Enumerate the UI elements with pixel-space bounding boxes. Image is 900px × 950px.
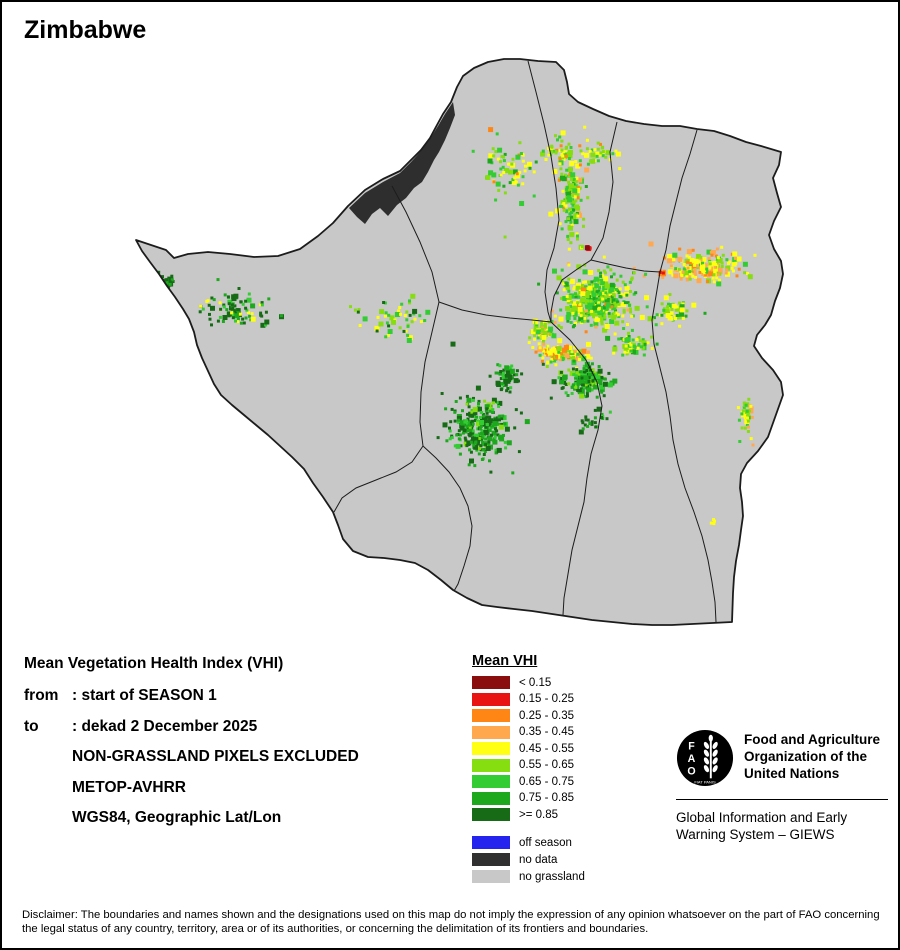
legend-swatch — [472, 853, 510, 866]
legend-row: 0.75 - 0.85 — [472, 791, 642, 805]
legend-swatch — [472, 758, 510, 772]
fao-org-name: Food and Agriculture Organization of the… — [744, 732, 880, 781]
vhi-pixels — [157, 125, 757, 526]
legend-label: no grassland — [519, 870, 585, 883]
legend-label: 0.35 - 0.45 — [519, 726, 574, 738]
map-info-block: Mean Vegetation Health Index (VHI) from:… — [24, 655, 464, 840]
legend-label: off season — [519, 836, 572, 849]
legend-label: < 0.15 — [519, 676, 552, 689]
legend-label: 0.65 - 0.75 — [519, 775, 574, 788]
fao-header: F A O FIAT PANIS Food and Agriculture Organ… — [676, 729, 888, 787]
legend-row: no grassland — [472, 870, 642, 883]
legend-swatch — [472, 791, 510, 805]
info-row: from : start of SEASON 1 — [24, 687, 464, 718]
legend-row: 0.45 - 0.55 — [472, 742, 642, 755]
svg-text:FIAT PANIS: FIAT PANIS — [694, 780, 716, 785]
info-row-label: from — [24, 687, 59, 704]
legend-swatch — [472, 836, 510, 849]
info-row-value: WGS84, Geographic Lat/Lon — [72, 809, 282, 826]
legend-row: 0.15 - 0.25 — [472, 692, 642, 706]
svg-text:A: A — [688, 753, 696, 765]
info-heading: Mean Vegetation Health Index (VHI) — [24, 655, 284, 672]
info-row: WGS84, Geographic Lat/Lon — [24, 809, 464, 840]
legend-row: < 0.15 — [472, 676, 642, 689]
info-row-value: NON-GRASSLAND PIXELS EXCLUDED — [72, 748, 359, 765]
legend-swatch — [472, 870, 510, 883]
fao-attribution: F A O FIAT PANIS Food and Agriculture Organ… — [676, 729, 888, 843]
legend-swatch — [472, 775, 510, 788]
page-title: Zimbabwe — [24, 16, 147, 44]
legend-label: 0.55 - 0.65 — [519, 759, 574, 771]
legend-swatch — [472, 709, 510, 722]
disclaimer-text: Disclaimer: The boundaries and names sho… — [22, 909, 880, 935]
wheat-emblem-icon — [703, 734, 718, 779]
legend-row: 0.35 - 0.45 — [472, 725, 642, 739]
legend-swatch — [472, 742, 510, 755]
lake-kariba — [349, 102, 455, 224]
vhi-legend: Mean VHI < 0.15 0.15 - 0.25 0.25 - 0.35 0.3… — [472, 652, 642, 887]
country-outline — [135, 58, 784, 626]
svg-text:F: F — [688, 740, 695, 752]
legend-row: off season — [472, 836, 642, 849]
legend-title: Mean VHI — [472, 653, 538, 669]
info-row: NON-GRASSLAND PIXELS EXCLUDED — [24, 748, 464, 779]
svg-text:O: O — [687, 765, 695, 777]
legend-swatch — [472, 725, 510, 739]
legend-special-classes: off season no data no grassland — [472, 836, 642, 883]
legend-label: 0.15 - 0.25 — [519, 693, 574, 705]
province-boundaries — [333, 60, 717, 623]
info-row-value: : dekad 2 December 2025 — [72, 717, 258, 735]
legend-swatch — [472, 808, 510, 821]
info-row: to : dekad 2 December 2025 — [24, 718, 464, 749]
info-row-value: : start of SEASON 1 — [72, 687, 217, 704]
info-row-value: METOP-AVHRR — [72, 778, 186, 796]
fao-logo: FAO FIAT PANIS — [676, 729, 734, 787]
legend-row: 0.55 - 0.65 — [472, 758, 642, 772]
legend-label: no data — [519, 853, 558, 866]
legend-row: 0.25 - 0.35 — [472, 709, 642, 722]
legend-swatch — [472, 676, 510, 689]
giews-label: Global Information and Early Warning Sys… — [676, 810, 848, 842]
info-row-label: to — [24, 717, 39, 735]
fao-divider — [676, 799, 888, 800]
info-row: METOP-AVHRR — [24, 779, 464, 810]
legend-label: 0.45 - 0.55 — [519, 742, 574, 755]
legend-row: 0.65 - 0.75 — [472, 775, 642, 788]
legend-swatch — [472, 692, 510, 706]
legend-label: 0.25 - 0.35 — [519, 709, 574, 722]
legend-label: 0.75 - 0.85 — [519, 792, 574, 804]
legend-classes: < 0.15 0.15 - 0.25 0.25 - 0.35 0.35 - 0.45 0… — [472, 676, 642, 821]
legend-row: no data — [472, 853, 642, 866]
legend-row: >= 0.85 — [472, 808, 642, 821]
fao-logo-letters: FAO FIAT PANIS — [687, 740, 716, 784]
legend-label: >= 0.85 — [519, 808, 559, 821]
info-rows: from : start of SEASON 1 to : dekad 2 Decem… — [24, 687, 464, 840]
country-fill — [136, 59, 783, 625]
